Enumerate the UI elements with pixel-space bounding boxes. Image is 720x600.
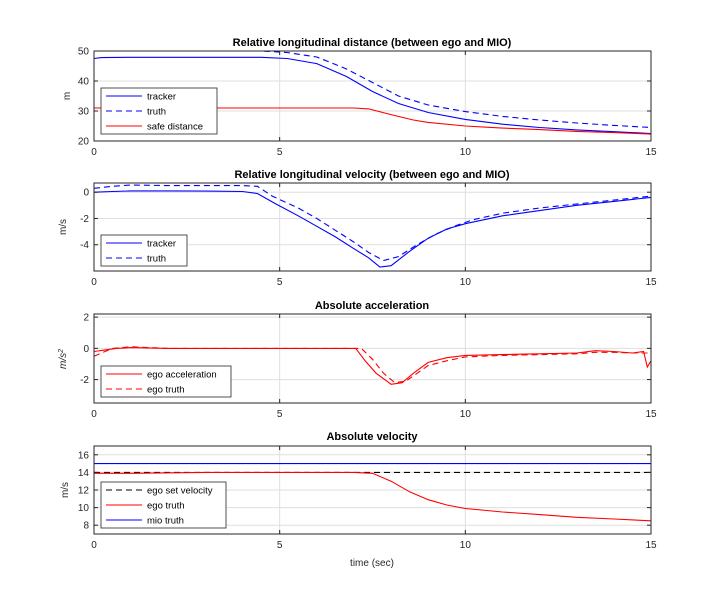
series-line-tracker	[94, 190, 651, 268]
series-line-ego-acceleration	[94, 347, 651, 385]
x-tick-label: 10	[460, 409, 472, 420]
axes-box	[93, 182, 652, 272]
panel-title: Absolute acceleration	[315, 300, 430, 312]
x-tick-label: 5	[277, 147, 283, 158]
x-tick-label: 15	[645, 409, 657, 420]
series-line-truth	[94, 51, 651, 129]
legend-label: safe distance	[147, 122, 203, 133]
axes-box	[93, 50, 652, 142]
x-tick-label: 10	[460, 540, 472, 551]
legend: tracker truth	[100, 234, 188, 267]
legend-label: ego truth	[147, 385, 185, 396]
series-line-ego-truth	[94, 471, 651, 522]
legend-label: ego truth	[147, 501, 185, 512]
x-tick-label: 0	[91, 147, 97, 158]
legend-box	[100, 365, 232, 398]
y-tick-label: 0	[83, 344, 89, 355]
series-group	[94, 51, 651, 135]
legend-label: tracker	[147, 239, 176, 250]
y-tick-label: -4	[80, 240, 89, 251]
x-tick-label: 0	[91, 409, 97, 420]
y-tick-label: 10	[78, 503, 90, 514]
legend-label: ego set velocity	[147, 486, 213, 497]
ticks: 0 5 10 15 20 30 40 50	[78, 47, 657, 159]
series-line-ego-truth	[94, 346, 651, 384]
legend: tracker truth safe distance	[100, 87, 218, 135]
x-tick-label: 5	[277, 277, 283, 288]
panel-title: Relative longitudinal distance (between …	[233, 37, 512, 49]
panel-relative-distance: Relative longitudinal distance (between …	[62, 37, 657, 158]
panel-relative-velocity: Relative longitudinal velocity (between …	[58, 169, 657, 288]
series-line-safe-distance	[94, 107, 651, 135]
legend-label: tracker	[147, 92, 176, 103]
legend-label: truth	[147, 254, 166, 265]
y-tick-label: 12	[78, 486, 90, 497]
panel-title: Relative longitudinal velocity (between …	[234, 169, 509, 181]
x-tick-label: 15	[645, 277, 657, 288]
legend: ego acceleration ego truth	[100, 365, 232, 398]
panel-absolute-velocity: Absolute velocity m/s time (sec) 0 5 10 15 8…	[60, 431, 657, 569]
x-axis-label: time (sec)	[350, 558, 394, 569]
x-tick-label: 5	[277, 409, 283, 420]
y-axis-label: m/s	[60, 482, 71, 498]
ticks: 0 5 10 15 -4 -2 0	[80, 183, 657, 288]
series-group	[94, 463, 651, 522]
axes-box	[93, 313, 652, 404]
series-group	[94, 184, 651, 268]
y-tick-label: 8	[83, 521, 89, 532]
x-tick-label: 10	[460, 147, 472, 158]
series-line-tracker	[94, 56, 651, 135]
x-tick-label: 0	[91, 277, 97, 288]
y-tick-label: 2	[83, 313, 89, 324]
y-tick-label: 14	[78, 468, 90, 479]
legend-label: ego acceleration	[147, 370, 217, 381]
y-tick-label: 50	[78, 47, 90, 58]
legend-label: truth	[147, 107, 166, 118]
legend-box	[100, 234, 188, 267]
y-tick-label: 0	[83, 188, 89, 199]
series-group	[94, 346, 651, 385]
legend: ego set velocity ego truth mio truth	[100, 481, 227, 529]
y-tick-label: 40	[78, 77, 90, 88]
y-tick-label: 30	[78, 107, 90, 118]
y-tick-label: 20	[78, 137, 90, 148]
y-axis-label: m	[62, 92, 73, 100]
legend-label: mio truth	[147, 516, 184, 527]
x-tick-label: 15	[645, 147, 657, 158]
series-line-truth	[94, 184, 651, 262]
x-tick-label: 0	[91, 540, 97, 551]
y-tick-label: -2	[80, 214, 89, 225]
y-axis-label: m/s2	[58, 349, 70, 369]
x-tick-label: 10	[460, 277, 472, 288]
y-axis-label: m/s	[58, 219, 69, 235]
x-tick-label: 5	[277, 540, 283, 551]
y-tick-label: 16	[78, 450, 90, 461]
panel-title: Absolute velocity	[326, 431, 418, 443]
y-tick-label: -2	[80, 375, 89, 386]
x-tick-label: 15	[645, 540, 657, 551]
ticks: 0 5 10 15 8 10 12 14 16	[78, 446, 657, 551]
panel-absolute-acceleration: Absolute acceleration m/s2 0 5 10 15 -2 0 2 ego…	[58, 300, 657, 420]
ticks: 0 5 10 15 -2 0 2	[80, 313, 657, 420]
